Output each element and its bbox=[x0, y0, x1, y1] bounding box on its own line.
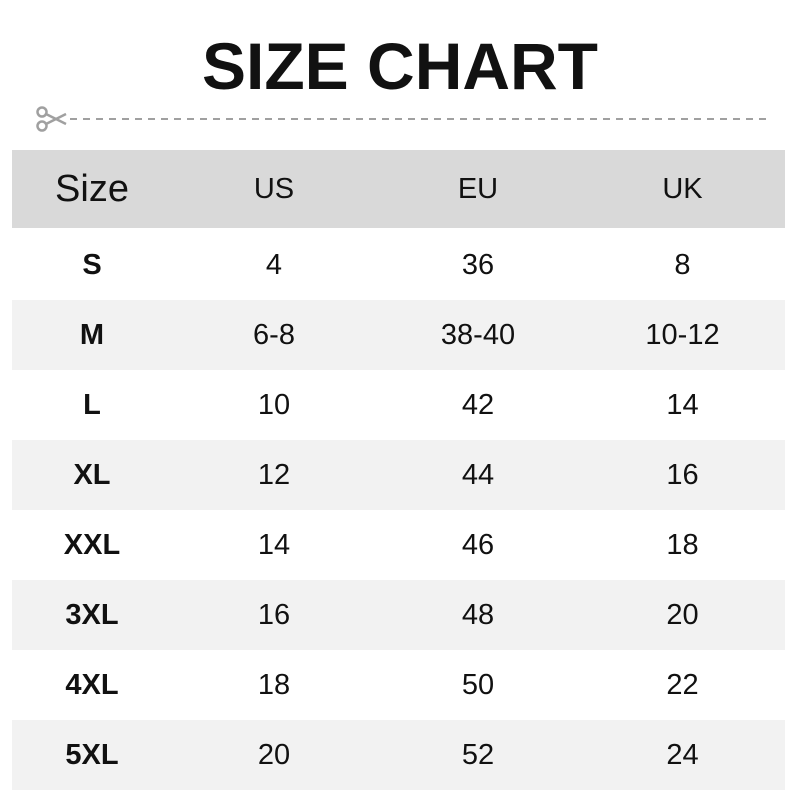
cell-eu: 48 bbox=[461, 598, 495, 631]
cell-eu: 38-40 bbox=[440, 318, 516, 351]
cell-eu: 52 bbox=[461, 738, 495, 771]
table-row: M 6-8 38-40 10-12 bbox=[12, 300, 785, 370]
cell-us: 6-8 bbox=[253, 318, 295, 351]
cell-eu: 50 bbox=[461, 668, 495, 701]
cell-us: 4 bbox=[265, 248, 283, 281]
cell-size: S bbox=[82, 248, 102, 281]
cell-us: 12 bbox=[257, 458, 291, 491]
table-row: S 4 36 8 bbox=[12, 230, 785, 300]
size-table: Size US EU UK S 4 36 8 M 6-8 38-40 10-12 L 10 42 14… bbox=[12, 150, 785, 790]
header-eu: EU bbox=[457, 172, 499, 205]
cell-us: 14 bbox=[257, 528, 291, 561]
cell-us: 10 bbox=[257, 388, 291, 421]
cell-size: XL bbox=[73, 458, 111, 491]
cell-size: XXL bbox=[63, 528, 121, 561]
table-row: 4XL 18 50 22 bbox=[12, 650, 785, 720]
cell-us: 20 bbox=[257, 738, 291, 771]
cut-line bbox=[36, 106, 769, 132]
cell-size: 5XL bbox=[65, 738, 119, 771]
cell-uk: 18 bbox=[666, 528, 699, 561]
cell-eu: 44 bbox=[461, 458, 495, 491]
scissors-icon bbox=[36, 106, 67, 132]
header-us: US bbox=[253, 172, 295, 205]
cell-uk: 24 bbox=[666, 738, 699, 771]
cell-us: 18 bbox=[257, 668, 291, 701]
cell-uk: 14 bbox=[666, 388, 699, 421]
header-size: Size bbox=[55, 167, 129, 210]
table-header: Size US EU UK bbox=[12, 150, 785, 228]
table-row: 5XL 20 52 24 bbox=[12, 720, 785, 790]
table-row: XL 12 44 16 bbox=[12, 440, 785, 510]
cell-eu: 42 bbox=[461, 388, 495, 421]
cell-uk: 10-12 bbox=[645, 318, 720, 351]
cell-uk: 22 bbox=[666, 668, 699, 701]
cell-size: 3XL bbox=[65, 598, 119, 631]
cell-size: M bbox=[79, 318, 105, 351]
cell-eu: 36 bbox=[461, 248, 495, 281]
cell-uk: 16 bbox=[666, 458, 699, 491]
cell-eu: 46 bbox=[461, 528, 495, 561]
cell-us: 16 bbox=[257, 598, 291, 631]
page-title: SIZE CHART bbox=[202, 29, 598, 103]
table-row: L 10 42 14 bbox=[12, 370, 785, 440]
cell-uk: 8 bbox=[674, 248, 691, 281]
table-row: XXL 14 46 18 bbox=[12, 510, 785, 580]
cell-size: L bbox=[83, 388, 101, 421]
cell-size: 4XL bbox=[65, 668, 119, 701]
cell-uk: 20 bbox=[666, 598, 699, 631]
header-uk: UK bbox=[662, 172, 703, 205]
table-row: 3XL 16 48 20 bbox=[12, 580, 785, 650]
